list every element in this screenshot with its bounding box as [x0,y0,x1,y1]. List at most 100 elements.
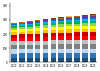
Bar [27,22,33,23]
Bar [27,34,33,37]
Bar [43,49,48,53]
Bar [51,19,56,20]
Bar [74,16,80,17]
Bar [51,23,56,25]
Bar [19,24,25,26]
Bar [27,49,33,53]
Bar [19,45,25,49]
Bar [82,21,88,23]
Bar [58,53,64,58]
Bar [82,26,88,29]
Bar [82,15,88,16]
Bar [27,29,33,31]
Bar [90,15,96,16]
Bar [51,53,56,58]
Bar [35,37,40,41]
Bar [58,19,64,21]
Bar [74,49,80,53]
Bar [66,22,72,24]
Bar [58,36,64,40]
Bar [11,24,17,25]
Bar [35,28,40,31]
Bar [19,23,25,24]
Bar [58,33,64,36]
Bar [82,40,88,44]
Bar [82,36,88,40]
Bar [90,21,96,23]
Bar [11,28,17,30]
Bar [82,19,88,21]
Bar [27,37,33,41]
Bar [43,30,48,33]
Bar [19,41,25,45]
Bar [19,27,25,29]
Bar [66,26,72,29]
Bar [11,26,17,28]
Bar [51,44,56,49]
Bar [19,58,25,62]
Bar [74,20,80,21]
Bar [66,17,72,18]
Bar [66,16,72,17]
Bar [90,29,96,32]
Bar [11,25,17,26]
Bar [82,44,88,49]
Bar [66,40,72,44]
Bar [74,26,80,29]
Bar [43,37,48,41]
Bar [90,16,96,17]
Bar [66,44,72,49]
Bar [43,25,48,28]
Bar [51,21,56,23]
Bar [43,33,48,37]
Bar [27,45,33,49]
Bar [51,49,56,53]
Bar [27,41,33,45]
Bar [35,23,40,24]
Bar [11,45,17,49]
Bar [43,41,48,45]
Bar [90,19,96,21]
Bar [58,17,64,18]
Bar [27,31,33,34]
Bar [82,49,88,53]
Bar [35,24,40,26]
Bar [43,53,48,58]
Bar [19,53,25,58]
Bar [11,38,17,41]
Bar [58,49,64,53]
Bar [82,18,88,19]
Bar [82,53,88,58]
Bar [90,40,96,44]
Bar [19,22,25,23]
Bar [35,58,40,62]
Bar [51,20,56,21]
Bar [11,41,17,45]
Bar [74,53,80,58]
Bar [66,24,72,26]
Bar [43,21,48,22]
Bar [90,14,96,15]
Bar [66,18,72,19]
Bar [27,58,33,62]
Bar [19,38,25,41]
Bar [74,18,80,20]
Bar [74,17,80,18]
Bar [58,58,64,62]
Bar [43,24,48,25]
Bar [11,49,17,54]
Bar [58,22,64,24]
Bar [11,30,17,32]
Bar [27,21,33,22]
Bar [35,41,40,45]
Bar [51,33,56,36]
Bar [51,58,56,62]
Bar [27,27,33,29]
Bar [43,28,48,30]
Bar [90,44,96,49]
Bar [43,20,48,21]
Bar [66,58,72,62]
Bar [74,44,80,49]
Bar [82,23,88,26]
Bar [66,20,72,22]
